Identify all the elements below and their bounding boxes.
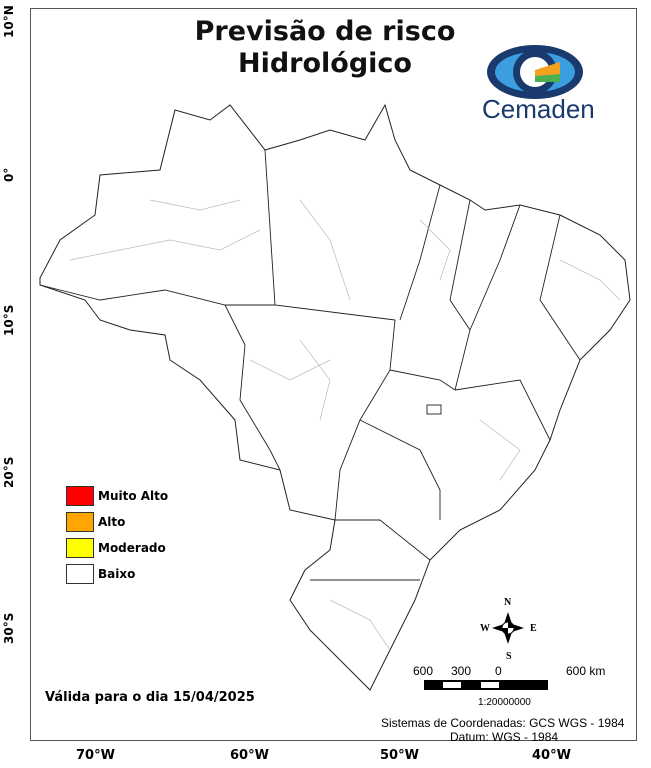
map-title-line1: Previsão de risco xyxy=(194,16,456,47)
legend-item: Muito Alto xyxy=(66,486,168,506)
legend-label: Baixo xyxy=(98,567,136,581)
legend-swatch xyxy=(66,512,94,532)
compass-e: E xyxy=(530,623,537,634)
crs-text: Sistemas de Coordenadas: GCS WGS - 1984 xyxy=(381,716,625,730)
legend-item: Moderado xyxy=(66,538,166,558)
state-borders xyxy=(39,149,581,581)
lon-label: 50°W xyxy=(380,748,419,763)
scale-ratio: 1:20000000 xyxy=(478,697,531,708)
cemaden-logo-mark xyxy=(487,45,583,99)
legend-item: Alto xyxy=(66,512,125,532)
lat-label: 10°S xyxy=(2,304,16,336)
legend-label: Moderado xyxy=(98,541,166,555)
brazil-outline xyxy=(39,103,631,691)
north-arrow xyxy=(492,612,524,644)
legend-label: Alto xyxy=(98,515,126,529)
lon-label: 60°W xyxy=(230,748,269,763)
legend-swatch xyxy=(66,486,94,506)
lat-label: 20°S xyxy=(2,456,16,488)
map-title-line2: Hidrológico xyxy=(238,48,412,79)
scale-bar xyxy=(424,680,548,690)
legend-swatch xyxy=(66,538,94,558)
lat-label: 10°N xyxy=(2,5,16,38)
municipal-borders xyxy=(69,199,621,651)
compass-n: N xyxy=(504,597,512,608)
lat-label: 30°S xyxy=(2,612,16,644)
valid-date: Válida para o dia 15/04/2025 xyxy=(45,690,255,705)
datum-text: Datum: WGS - 1984 xyxy=(450,730,559,744)
lon-label: 70°W xyxy=(76,748,115,763)
lon-label: 40°W xyxy=(532,748,571,763)
scale-label: 0 xyxy=(495,664,502,678)
cemaden-logo-text: Cemaden xyxy=(482,94,595,124)
legend-item: Baixo xyxy=(66,564,135,584)
scale-label: 300 xyxy=(451,664,472,678)
compass-s: S xyxy=(506,651,512,662)
scale-label: 600 xyxy=(413,664,434,678)
lat-label: 0° xyxy=(2,167,16,182)
legend-label: Muito Alto xyxy=(98,489,169,503)
legend-swatch xyxy=(66,564,94,584)
compass-w: W xyxy=(480,623,490,634)
map-frame xyxy=(30,8,637,741)
scale-label: 600 km xyxy=(566,664,606,678)
